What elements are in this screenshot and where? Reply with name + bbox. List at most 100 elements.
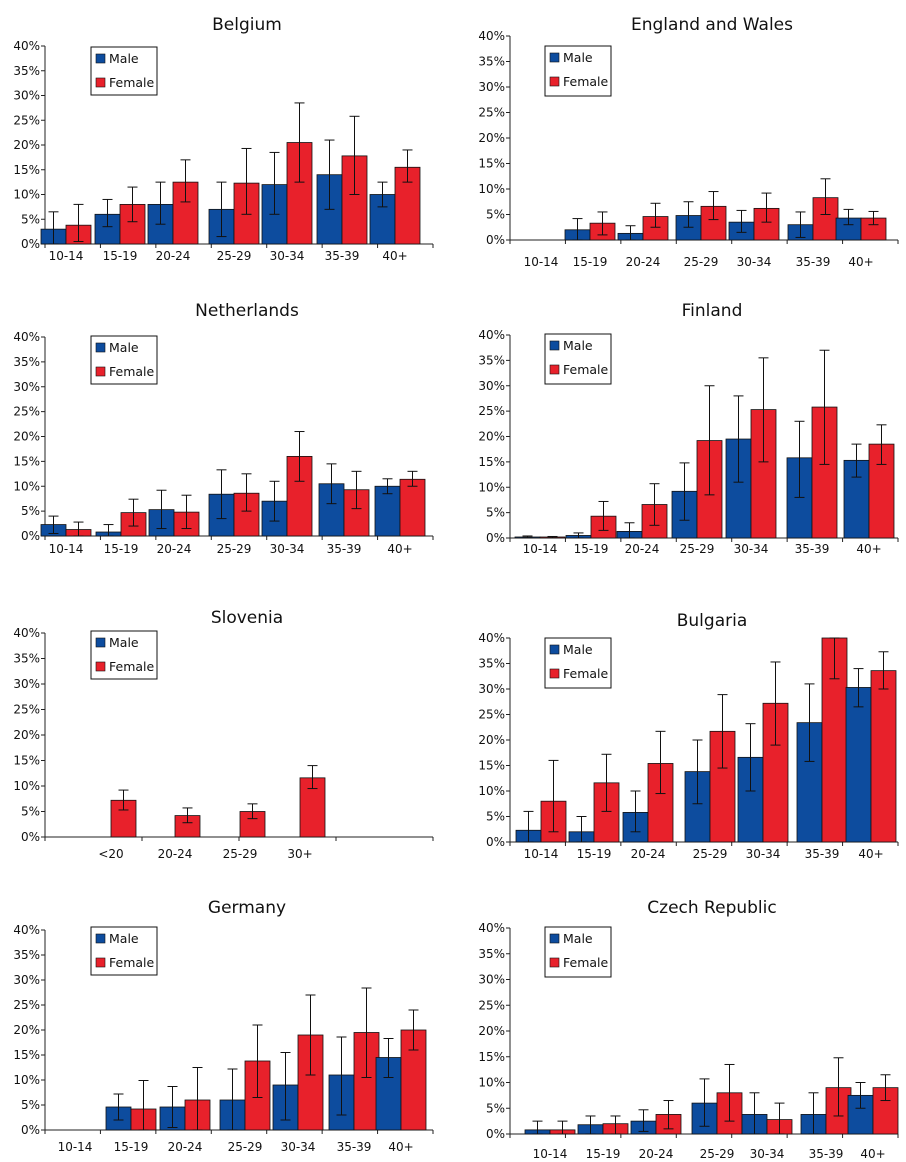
legend-swatch-male xyxy=(549,644,560,655)
chart-title: Slovenia xyxy=(211,608,283,628)
x-tick-label: 40+ xyxy=(382,249,407,263)
x-tick-label: 10-14 xyxy=(523,542,558,556)
y-tick-label: 10% xyxy=(13,779,40,793)
bar-male xyxy=(374,485,401,537)
legend-label-female: Female xyxy=(109,659,155,674)
y-tick-label: 0% xyxy=(21,529,40,543)
y-tick-label: 40% xyxy=(13,330,40,344)
y-tick-label: 25% xyxy=(13,405,40,419)
chart-panel: Finland 40% 35% 30% 25% 20% 15% 10% 5% 0% 10-14 15-… xyxy=(478,301,899,556)
legend-swatch-female xyxy=(95,661,106,672)
chart-title: Netherlands xyxy=(195,301,299,321)
chart-panel: Netherlands 40% 35% 30% 25% 20% 15% 10% 5% 0% 10-1… xyxy=(13,301,434,556)
x-tick-label: 40+ xyxy=(856,542,881,556)
x-tick-label: 25-29 xyxy=(217,249,252,263)
y-tick-label: 15% xyxy=(478,157,505,171)
y-tick-label: 20% xyxy=(478,1024,505,1038)
chart-title: Germany xyxy=(208,898,286,918)
y-tick-label: 30% xyxy=(13,973,40,987)
y-tick-label: 15% xyxy=(13,754,40,768)
x-tick-label: 20-24 xyxy=(157,542,192,556)
x-tick-label: 30-34 xyxy=(737,255,772,269)
y-tick-label: 40% xyxy=(13,626,40,640)
x-tick-label: 15-19 xyxy=(103,249,138,263)
y-tick-label: 25% xyxy=(478,404,505,418)
chart-panel: Czech Republic 40% 35% 30% 25% 20% 15% 10% 5% 0% 1… xyxy=(478,898,899,1161)
chart-title: Finland xyxy=(682,301,743,321)
legend-label-female: Female xyxy=(109,955,155,970)
legend-label-male: Male xyxy=(109,51,139,66)
y-tick-label: 20% xyxy=(478,733,505,747)
x-tick-label: 20-24 xyxy=(625,542,660,556)
x-tick-label: 15-19 xyxy=(114,1140,149,1154)
x-tick-label: 35-39 xyxy=(805,847,840,861)
x-tick-label: 25-29 xyxy=(680,542,715,556)
legend-swatch-male xyxy=(95,342,106,353)
y-tick-label: 30% xyxy=(13,380,40,394)
x-tick-label: 35-39 xyxy=(327,542,362,556)
x-tick-label: 20-24 xyxy=(158,847,193,861)
y-tick-label: 20% xyxy=(13,728,40,742)
y-tick-label: 35% xyxy=(478,55,505,69)
x-tick-label: 20-24 xyxy=(156,249,191,263)
y-tick-label: 10% xyxy=(13,479,40,493)
y-tick-label: 0% xyxy=(486,531,505,545)
y-tick-label: 15% xyxy=(478,455,505,469)
legend-swatch-male xyxy=(549,52,560,63)
y-tick-label: 30% xyxy=(478,973,505,987)
x-tick-label: 15-19 xyxy=(104,542,139,556)
y-tick-label: 40% xyxy=(13,923,40,937)
chart-title: Belgium xyxy=(212,15,282,35)
y-tick-label: 0% xyxy=(21,237,40,251)
y-tick-label: 10% xyxy=(478,1076,505,1090)
legend-label-male: Male xyxy=(109,635,139,650)
x-tick-label: 15-19 xyxy=(577,847,612,861)
x-tick-label: 20-24 xyxy=(639,1147,674,1161)
legend-label-male: Male xyxy=(109,340,139,355)
legend-swatch-female xyxy=(549,668,560,679)
y-tick-label: 30% xyxy=(478,379,505,393)
y-tick-label: 5% xyxy=(486,810,505,824)
bar-female xyxy=(399,478,426,537)
chart-panel: Belgium 40% 35% 30% 25% 20% 15% 10% 5% 0% 10-14 15-… xyxy=(13,15,434,263)
y-tick-label: 5% xyxy=(486,506,505,520)
legend-swatch-male xyxy=(95,53,106,64)
legend-swatch-male xyxy=(549,340,560,351)
legend-swatch-male xyxy=(549,933,560,944)
y-tick-label: 30% xyxy=(13,89,40,103)
y-tick-label: 15% xyxy=(13,163,40,177)
x-tick-label: 25-29 xyxy=(228,1140,263,1154)
legend-label-female: Female xyxy=(563,955,609,970)
chart-title: Bulgaria xyxy=(677,611,748,631)
y-tick-label: 35% xyxy=(13,652,40,666)
legend-label-male: Male xyxy=(563,642,593,657)
y-tick-label: 0% xyxy=(486,835,505,849)
legend-swatch-female xyxy=(95,77,106,88)
y-tick-label: 15% xyxy=(478,759,505,773)
x-tick-label: 15-19 xyxy=(573,255,608,269)
y-tick-label: 20% xyxy=(13,1023,40,1037)
y-tick-label: 5% xyxy=(21,805,40,819)
x-tick-label: 10-14 xyxy=(533,1147,568,1161)
y-tick-label: 25% xyxy=(13,113,40,127)
x-tick-label: 30-34 xyxy=(270,542,305,556)
y-tick-label: 35% xyxy=(478,657,505,671)
y-tick-label: 10% xyxy=(478,480,505,494)
legend-label-female: Female xyxy=(109,75,155,90)
legend-swatch-female xyxy=(549,76,560,87)
y-tick-label: 25% xyxy=(478,106,505,120)
x-tick-label: 35-39 xyxy=(795,542,830,556)
x-tick-label: 20-24 xyxy=(631,847,666,861)
bar-male xyxy=(369,194,396,245)
x-tick-label: 20-24 xyxy=(168,1140,203,1154)
x-tick-label: 40+ xyxy=(388,1140,413,1154)
legend-label-female: Female xyxy=(563,74,609,89)
legend-label-male: Male xyxy=(563,50,593,65)
y-tick-label: 5% xyxy=(21,212,40,226)
y-tick-label: 35% xyxy=(13,948,40,962)
x-tick-label: 25-29 xyxy=(700,1147,735,1161)
chart-panel: Bulgaria 40% 35% 30% 25% 20% 15% 10% 5% 0% 10-14 15… xyxy=(478,611,899,861)
x-tick-label: 10-14 xyxy=(49,542,84,556)
x-tick-label: 35-39 xyxy=(337,1140,372,1154)
